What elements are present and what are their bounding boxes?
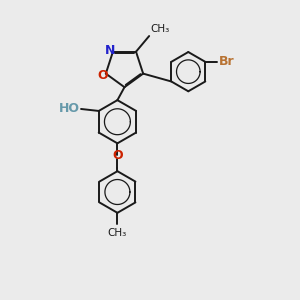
Text: Br: Br (219, 55, 235, 68)
Text: N: N (105, 44, 115, 57)
Text: CH₃: CH₃ (108, 228, 127, 238)
Text: O: O (98, 69, 108, 82)
Text: CH₃: CH₃ (151, 24, 170, 34)
Text: HO: HO (58, 102, 80, 115)
Text: O: O (112, 149, 123, 162)
